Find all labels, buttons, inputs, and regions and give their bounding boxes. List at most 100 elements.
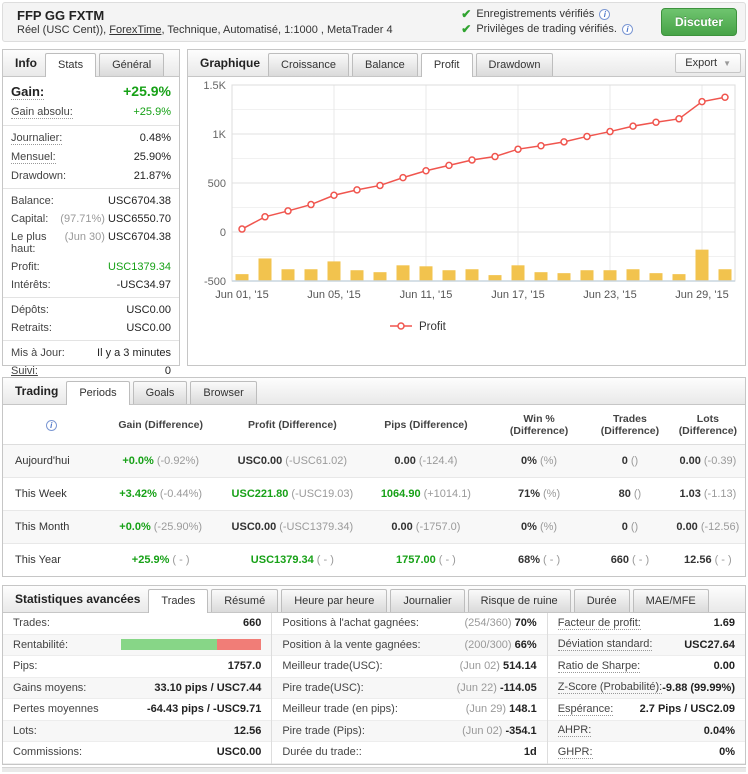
profit-point[interactable] [399,173,407,182]
export-button[interactable]: Export ▼ [675,53,741,73]
x-tick-label: Jun 23, '15 [583,289,636,301]
info-label: Dépôts: [11,304,49,316]
stat-row-trades: Trades: 660 [3,613,272,635]
tab-risque-de-ruine[interactable]: Risque de ruine [467,589,571,612]
profit-point[interactable] [353,186,361,194]
stat-label: Rentabilité: [13,638,69,651]
profit-point[interactable] [238,225,246,233]
stat-row-ahpr: AHPR: 0.04% [547,720,745,742]
profit-point[interactable] [307,200,315,209]
profit-point[interactable] [652,118,660,126]
stat-label[interactable]: Espérance: [557,702,614,716]
x-tick-label: Jun 17, '15 [491,289,544,301]
info-label[interactable]: Gain: [11,84,45,100]
tab-profit[interactable]: Profit [420,53,473,77]
stat-label[interactable]: Ratio de Sharpe: [557,659,641,673]
profit-point[interactable] [606,127,614,136]
tab-journalier[interactable]: Journalier [390,589,465,612]
broker-link[interactable]: ForexTime [109,24,162,36]
period-row-this-year: This Year +25.9%( - ) USC1379.34( - ) 1757.… [3,543,745,577]
stat-label[interactable]: Z-Score (Probabilité): [557,681,663,695]
info-label[interactable]: Suivi: [11,365,38,377]
daily-bar [235,274,249,281]
info-label: Profit: [11,261,40,273]
column-info-icon[interactable]: i [45,420,57,431]
stats-column-1: Trades: 660 Rentabilité: Pips: 1757.0 Gains m… [3,613,273,764]
info-icon[interactable]: i [621,24,633,35]
profit-point[interactable] [445,161,453,170]
tab-r-sum[interactable]: Résumé [211,589,279,612]
tab-drawdown[interactable]: Drawdown [475,53,554,76]
profit-point[interactable] [514,145,522,153]
daily-bar [465,269,479,281]
stat-value: 660 [242,617,262,630]
profit-point[interactable] [629,122,637,130]
info-row-d-p-ts: Dépôts: USC0.00 [3,301,179,319]
tab-croissance[interactable]: Croissance [268,53,350,76]
profit-point[interactable] [468,156,476,164]
stat-label[interactable]: Facteur de profit: [557,616,641,630]
info-label[interactable]: Mensuel: [11,151,56,164]
profit-point[interactable] [537,142,545,150]
stat-label[interactable]: Déviation standard: [557,638,653,652]
info-label[interactable]: Gain absolu: [11,106,73,119]
profit-point[interactable] [698,97,706,106]
profit-point[interactable] [491,152,499,161]
info-icon[interactable]: i [599,9,611,20]
daily-bar [419,266,433,281]
x-tick-label: Jun 05, '15 [307,289,360,301]
info-value: USC0.00 [126,304,171,316]
profit-point[interactable] [721,93,729,101]
account-subtitle: Réel (USC Cent)), ForexTime, Technique, … [17,24,427,36]
tab-browser[interactable]: Browser [190,381,257,404]
profit-point[interactable] [583,132,591,141]
discuss-button[interactable]: Discuter [660,8,737,36]
tab-balance[interactable]: Balance [352,53,418,76]
tab-dur-e[interactable]: Durée [573,589,630,612]
x-tick-label: Jun 11, '15 [400,289,453,301]
trading-panel-title: Trading [15,384,59,398]
profit-point[interactable] [560,138,568,146]
profit-point[interactable] [675,115,683,123]
stat-label: Pire trade (Pips): [282,724,365,737]
tab-stats[interactable]: Stats [45,53,97,77]
trading-tabs: Periods Goals Browser [66,381,259,405]
tab-g-n-ral[interactable]: Général [99,53,165,76]
stat-label[interactable]: GHPR: [557,745,593,759]
info-chart-row: Info Stats Général Gain: +25.9% Gain absolu… [2,49,746,377]
verification-row-track-record: ✔ Enregistrements vérifiés i [461,7,633,22]
tab-periods[interactable]: Periods [66,381,130,405]
tab-mae-mfe[interactable]: MAE/MFE [632,589,709,612]
daily-bar [718,269,732,281]
info-tabs: Stats Général [45,53,167,77]
stat-value: (200/300) 66% [464,638,537,651]
tab-trades[interactable]: Trades [148,589,209,613]
stat-row-d-viation-standard: Déviation standard: USC27.64 [547,634,745,656]
checkmark-icon: ✔ [461,22,472,36]
chart-panel: Graphique Croissance Balance Profit Drawdow… [187,49,746,366]
stat-value: 0% [719,746,735,759]
stat-label[interactable]: AHPR: [557,724,592,738]
period-cell: +25.9%( - ) [131,554,190,566]
info-group: Dépôts: USC0.00 Retraits: USC0.00 [3,298,179,341]
info-label: Retraits: [11,322,52,334]
stat-row-meilleur-trade-usc: Meilleur trade(USC): (Jun 02) 514.14 [272,656,547,678]
period-cell: 71% (%) [517,488,561,500]
profit-point[interactable] [261,213,269,221]
info-label[interactable]: Journalier: [11,132,63,145]
legend-label[interactable]: Profit [419,321,447,333]
stat-label: Pertes moyennes [13,703,99,716]
profit-point[interactable] [422,167,430,175]
profit-point[interactable] [284,207,292,215]
stat-row-positions-l-achat-gagn-es: Positions à l'achat gagnées: (254/360) 70… [272,613,547,635]
profit-point[interactable] [330,191,338,199]
column-header-trades-difference: Trades (Difference) [589,405,671,445]
profit-point[interactable] [376,181,384,190]
tab-heure-par-heure[interactable]: Heure par heure [281,589,388,612]
stat-row-dur-e-du-trade: Durée du trade:: 1d [272,742,547,764]
tab-goals[interactable]: Goals [132,381,188,404]
period-cell: +0.0% (-0.92%) [122,455,199,467]
chart-tabs: Croissance Balance Profit Drawdown [268,53,556,77]
daily-bar [396,265,410,281]
info-value: -USC34.97 [116,279,171,291]
